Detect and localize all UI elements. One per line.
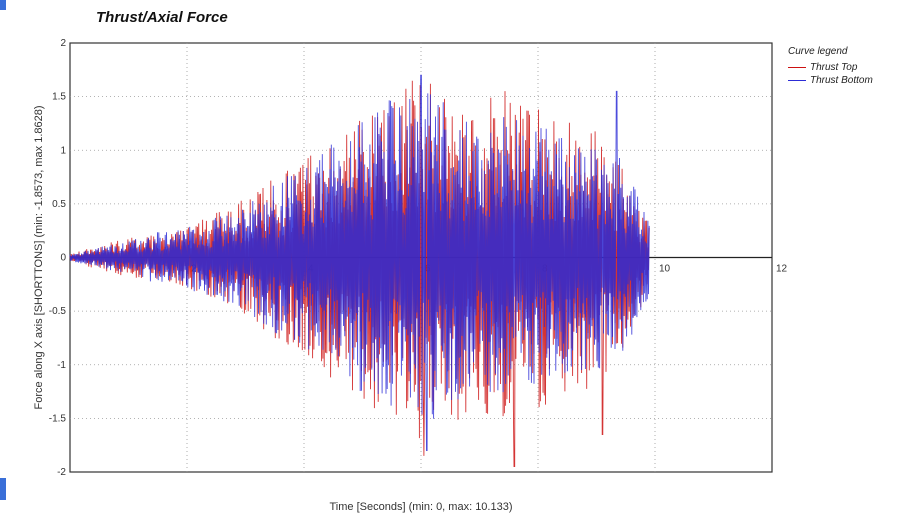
x-tick-label: 12 [776, 264, 788, 275]
y-axis-label: Force along X axis [SHORTTONS] (min: -1.… [33, 105, 45, 409]
curve-legend: Curve legend Thrust Top Thrust Bottom [788, 46, 873, 87]
legend-item-thrust-top: Thrust Top [788, 61, 873, 74]
legend-item-thrust-bottom: Thrust Bottom [788, 74, 873, 87]
y-tick-label: 1.5 [52, 92, 66, 103]
y-tick-label: -2 [57, 467, 66, 478]
y-tick-label: 1 [60, 145, 66, 156]
chart-title: Thrust/Axial Force [96, 9, 228, 26]
legend-swatch-thrust-bottom [788, 80, 806, 81]
series-line-thrust-bottom [69, 74, 650, 451]
legend-label-thrust-top: Thrust Top [810, 62, 858, 73]
x-tick-label: 10 [659, 264, 671, 275]
y-tick-label: 2 [60, 38, 66, 49]
y-tick-label: -1 [57, 360, 66, 371]
y-tick-label: 0 [60, 253, 66, 264]
y-tick-label: 0.5 [52, 199, 66, 210]
window-edge-accent-top [0, 0, 6, 10]
window-edge-accent-bottom [0, 478, 6, 500]
y-tick-label: -0.5 [49, 306, 67, 317]
legend-swatch-thrust-top [788, 67, 806, 68]
legend-label-thrust-bottom: Thrust Bottom [810, 75, 873, 86]
y-tick-label: -1.5 [49, 413, 67, 424]
x-axis-label: Time [Seconds] (min: 0, max: 10.133) [330, 501, 513, 513]
legend-title: Curve legend [788, 46, 848, 57]
